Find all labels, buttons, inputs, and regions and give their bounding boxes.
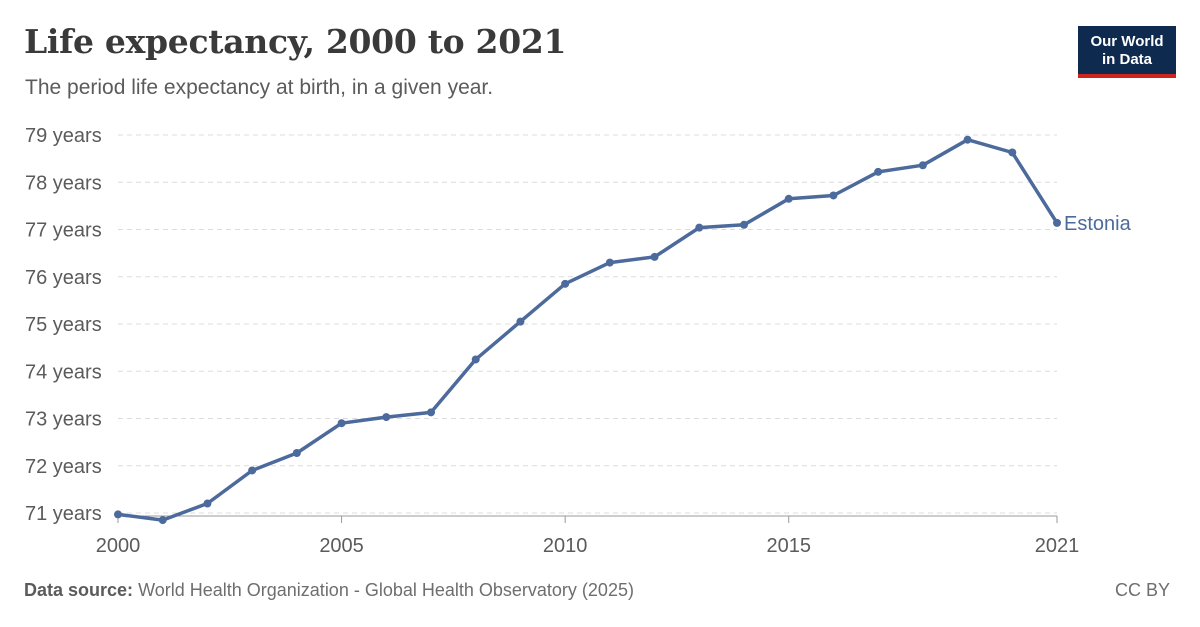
data-source: Data source: World Health Organization -… <box>24 580 634 601</box>
y-tick-label: 74 years <box>25 361 102 383</box>
x-axis: 2000 2005 2010 2015 2021 <box>96 515 1080 557</box>
x-tick-label: 2010 <box>543 535 588 557</box>
y-tick-label: 77 years <box>25 220 102 242</box>
data-point[interactable] <box>114 510 122 519</box>
data-point[interactable] <box>382 413 391 422</box>
data-point[interactable] <box>516 317 525 326</box>
data-point[interactable] <box>203 499 212 508</box>
data-point[interactable] <box>1053 218 1061 227</box>
chart-title: Life expectancy, 2000 to 2021 <box>24 22 567 61</box>
logo-line-2: in Data <box>1101 51 1152 68</box>
y-tick-label: 72 years <box>25 456 102 478</box>
data-point[interactable] <box>1008 148 1017 157</box>
data-point[interactable] <box>650 252 659 261</box>
y-tick-label: 79 years <box>25 125 102 147</box>
data-point[interactable] <box>605 258 614 267</box>
data-point[interactable] <box>561 279 570 288</box>
data-point[interactable] <box>248 466 257 475</box>
data-point[interactable] <box>695 223 704 232</box>
data-point[interactable] <box>740 220 748 229</box>
x-tick-label: 2005 <box>319 535 364 557</box>
grid-lines <box>118 134 1057 514</box>
data-point[interactable] <box>471 355 480 364</box>
data-point[interactable] <box>292 448 301 457</box>
x-tick-label: 2000 <box>96 535 141 557</box>
y-tick-label: 75 years <box>25 314 102 336</box>
logo-line-1: Our World <box>1090 33 1164 50</box>
data-point[interactable] <box>963 135 972 144</box>
license-link[interactable]: CC BY <box>1114 580 1170 600</box>
data-point[interactable] <box>337 419 346 428</box>
series-line[interactable] <box>116 137 1059 522</box>
y-tick-label: 76 years <box>25 267 102 289</box>
data-point[interactable] <box>829 191 838 200</box>
series-layer: Estonia <box>114 135 1132 525</box>
y-tick-label: 78 years <box>25 172 102 194</box>
data-point[interactable] <box>427 408 435 417</box>
owid-logo[interactable]: Our World in Data <box>1078 26 1176 78</box>
chart-subtitle: The period life expectancy at birth, in … <box>25 76 494 99</box>
y-axis-tick-labels: 71 years 72 years 73 years 74 years 75 years… <box>25 125 102 525</box>
data-point[interactable] <box>158 516 167 525</box>
data-source-text[interactable]: World Health Organization - Global Healt… <box>138 580 634 600</box>
x-tick-label: 2021 <box>1035 535 1080 557</box>
data-source-label: Data source: <box>24 580 134 600</box>
data-point[interactable] <box>784 194 793 203</box>
y-tick-label: 71 years <box>25 503 102 525</box>
x-tick-label: 2015 <box>766 535 811 557</box>
y-tick-label: 73 years <box>25 409 102 431</box>
data-point[interactable] <box>918 161 927 170</box>
series-label[interactable]: Estonia <box>1064 213 1132 235</box>
data-point[interactable] <box>874 167 883 176</box>
